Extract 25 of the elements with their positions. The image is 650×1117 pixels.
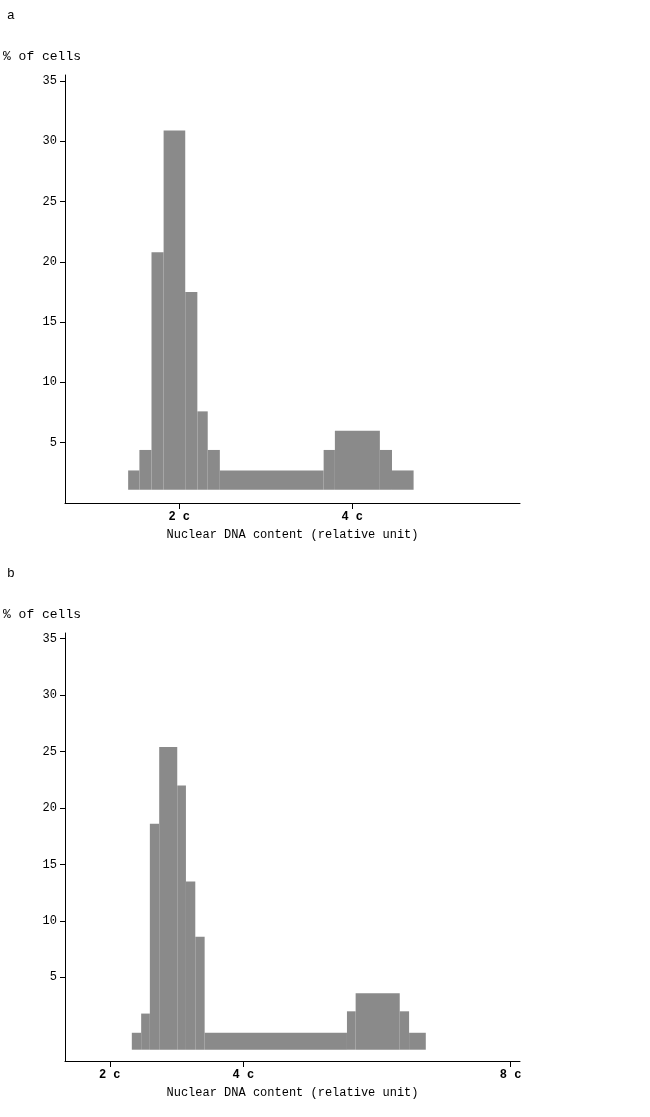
x-tick-label: 2 c	[168, 510, 190, 524]
y-tick-label: 15	[42, 315, 57, 330]
y-tick-label: 35	[42, 631, 57, 646]
y-tick-label: 30	[42, 134, 57, 149]
y-axis-title: % of cells	[3, 607, 82, 622]
x-tick-label: 4 c	[341, 510, 363, 524]
y-tick-label: 15	[42, 857, 57, 872]
chart-title: a	[7, 8, 15, 23]
y-tick-label: 5	[49, 970, 57, 985]
y-tick-label: 20	[42, 254, 57, 269]
x-tick-label: 2 c	[98, 1068, 121, 1082]
y-tick-label: 35	[42, 74, 57, 89]
y-tick-label: 20	[42, 801, 57, 816]
x-tick-label: 8 c	[499, 1068, 522, 1082]
x-axis-title: Nuclear DNA content (relative unit)	[166, 528, 419, 542]
chart-title: b	[7, 566, 15, 581]
y-tick-label: 10	[42, 375, 57, 390]
y-axis-title: % of cells	[3, 49, 82, 64]
y-tick-label: 5	[49, 435, 57, 450]
y-tick-label: 30	[42, 688, 57, 703]
y-tick-label: 25	[42, 194, 57, 209]
x-tick-label: 4 c	[232, 1068, 255, 1082]
x-axis-title: Nuclear DNA content (relative unit)	[166, 1086, 419, 1100]
y-tick-label: 25	[42, 744, 57, 759]
y-tick-label: 10	[42, 913, 57, 928]
